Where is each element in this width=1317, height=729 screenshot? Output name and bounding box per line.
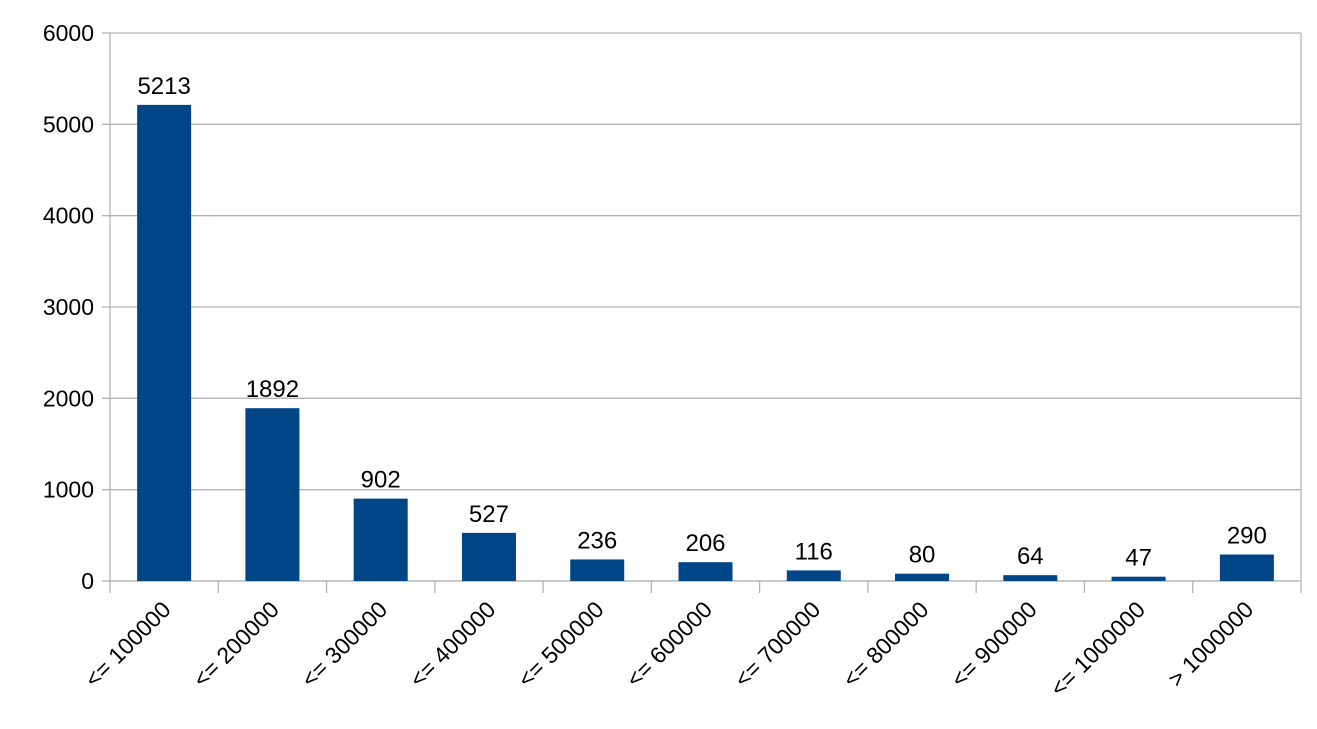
bar [570,559,625,581]
x-category-label: <= 500000 [513,596,609,692]
y-tick-label: 0 [81,568,94,594]
y-tick-label: 2000 [43,385,94,411]
bar-value-label: 206 [685,530,725,557]
bar-value-label: 116 [795,538,833,565]
bar-value-label: 64 [1017,543,1044,570]
bar-value-label: 1892 [246,376,299,403]
gridlines [102,32,1301,582]
bar [1219,554,1274,581]
y-tick-label: 3000 [43,294,94,320]
y-tick-label: 4000 [43,203,94,229]
bar-value-label: 290 [1227,523,1267,550]
y-tick-label: 1000 [43,477,94,503]
x-category-label: <= 900000 [946,596,1042,692]
y-tick-label: 5000 [43,111,94,137]
bar [786,570,841,581]
bar-value-label: 236 [577,527,617,554]
bar [137,104,192,581]
x-category-label: <= 100000 [79,596,175,692]
bar-value-label: 80 [909,542,936,569]
bar [353,498,408,581]
x-category-label: <= 400000 [404,596,500,692]
data-labels: 5213 1892 902 527 236 206 116 80 64 47 290 [137,73,1266,572]
bar-value-label: 5213 [137,73,190,100]
x-category-label: <= 600000 [621,596,717,692]
x-tick-labels: <= 100000 <= 200000 <= 300000 <= 400000 <= 5… [79,596,1258,701]
x-category-label: <= 300000 [296,596,392,692]
bar [461,532,516,581]
x-category-label: > 1000000 [1163,596,1259,692]
x-category-label: <= 700000 [729,596,825,692]
y-tick-label: 6000 [43,20,94,46]
bar [1111,576,1166,581]
bar [245,408,300,581]
bar [1003,575,1058,581]
bar-value-label: 902 [361,467,401,494]
bar-value-label: 47 [1125,545,1152,572]
x-category-label: <= 800000 [837,596,933,692]
bars [137,104,1274,581]
x-category-label: <= 1000000 [1045,596,1150,701]
y-tick-labels: 0 1000 2000 3000 4000 5000 6000 [43,20,94,594]
x-category-label: <= 200000 [188,596,284,692]
bar-value-label: 527 [469,501,509,528]
bar [678,562,733,581]
bar [895,573,950,581]
